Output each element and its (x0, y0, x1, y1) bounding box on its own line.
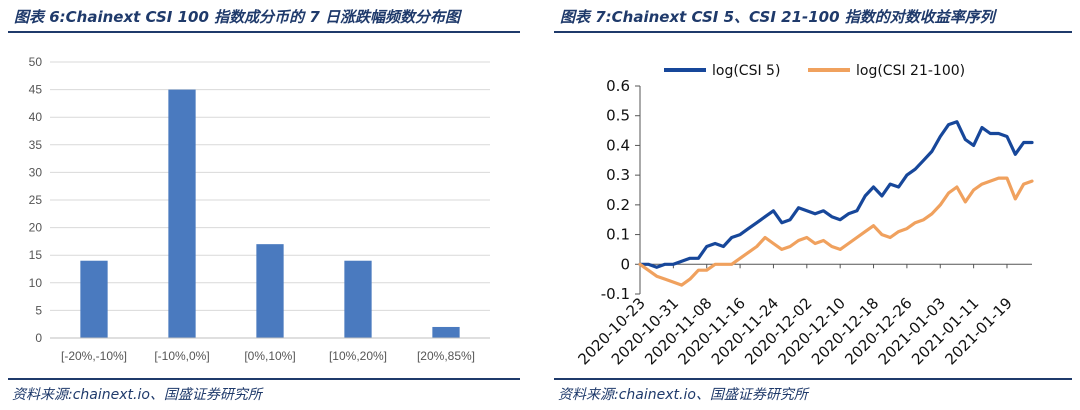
histogram-bar (168, 89, 196, 338)
x-category-label: [20%,85%] (417, 349, 475, 363)
y-tick-label: 0.5 (606, 107, 630, 125)
x-category-label: [10%,20%] (329, 349, 387, 363)
left-title-rule (8, 31, 520, 33)
right-chart-title: 图表 7:Chainext CSI 5、CSI 21-100 指数的对数收益率序… (560, 8, 995, 26)
y-tick-label: 15 (29, 248, 43, 262)
legend-label: log(CSI 5) (712, 63, 780, 79)
histogram-chart: 0 5 10 15 20 25 30 35 40 45 50 [-20%,-10%] [-10%,0%]… (29, 55, 490, 363)
left-chart-source: 资料来源:chainext.io、国盛证券研究所 (12, 387, 262, 403)
histogram-bar (432, 326, 460, 338)
right-chart-source: 资料来源:chainext.io、国盛证券研究所 (558, 387, 808, 403)
y-tick-label: 45 (29, 83, 43, 97)
x-category-label: [-20%,-10%] (61, 349, 127, 363)
legend-label: log(CSI 21-100) (856, 63, 965, 79)
right-title-rule (554, 31, 1072, 33)
y-tick-label: 0.1 (606, 226, 630, 244)
histogram-bar (256, 244, 284, 338)
y-tick-label: 0 (620, 255, 630, 273)
y-tick-label: 35 (29, 138, 43, 152)
y-tick-label: 20 (29, 221, 43, 235)
x-category-label: [-10%,0%] (154, 349, 209, 363)
y-tick-label: 0.2 (606, 196, 630, 214)
x-category-label: [0%,10%] (244, 349, 295, 363)
y-tick-label: 0.4 (606, 136, 630, 154)
histogram-bar (80, 260, 108, 338)
y-tick-label: -0.1 (601, 285, 630, 303)
y-tick-label: 30 (29, 165, 43, 179)
y-tick-label: 0.3 (606, 166, 630, 184)
right-chart-panel: 图表 7:Chainext CSI 5、CSI 21-100 指数的对数收益率序… (546, 0, 1080, 410)
histogram-bar (344, 260, 372, 338)
left-source-rule (8, 378, 520, 380)
series-line-csi-21-100 (638, 176, 1034, 287)
y-tick-label: 50 (29, 55, 43, 69)
left-chart-panel: 图表 6:Chainext CSI 100 指数成分币的 7 日涨跌幅频数分布图… (0, 0, 528, 410)
left-chart-title: 图表 6:Chainext CSI 100 指数成分币的 7 日涨跌幅频数分布图 (14, 8, 461, 26)
series-line-csi-5 (638, 120, 1034, 269)
y-tick-label: 0 (35, 331, 42, 345)
y-tick-label: 25 (29, 193, 43, 207)
y-tick-label: 0.6 (606, 77, 630, 95)
log-return-line-chart: -0.100.10.20.30.40.50.62020-10-232020-10… (574, 63, 1034, 368)
y-tick-label: 40 (29, 110, 43, 124)
y-tick-label: 10 (29, 276, 43, 290)
y-tick-label: 5 (35, 303, 42, 317)
right-source-rule (554, 378, 1072, 380)
